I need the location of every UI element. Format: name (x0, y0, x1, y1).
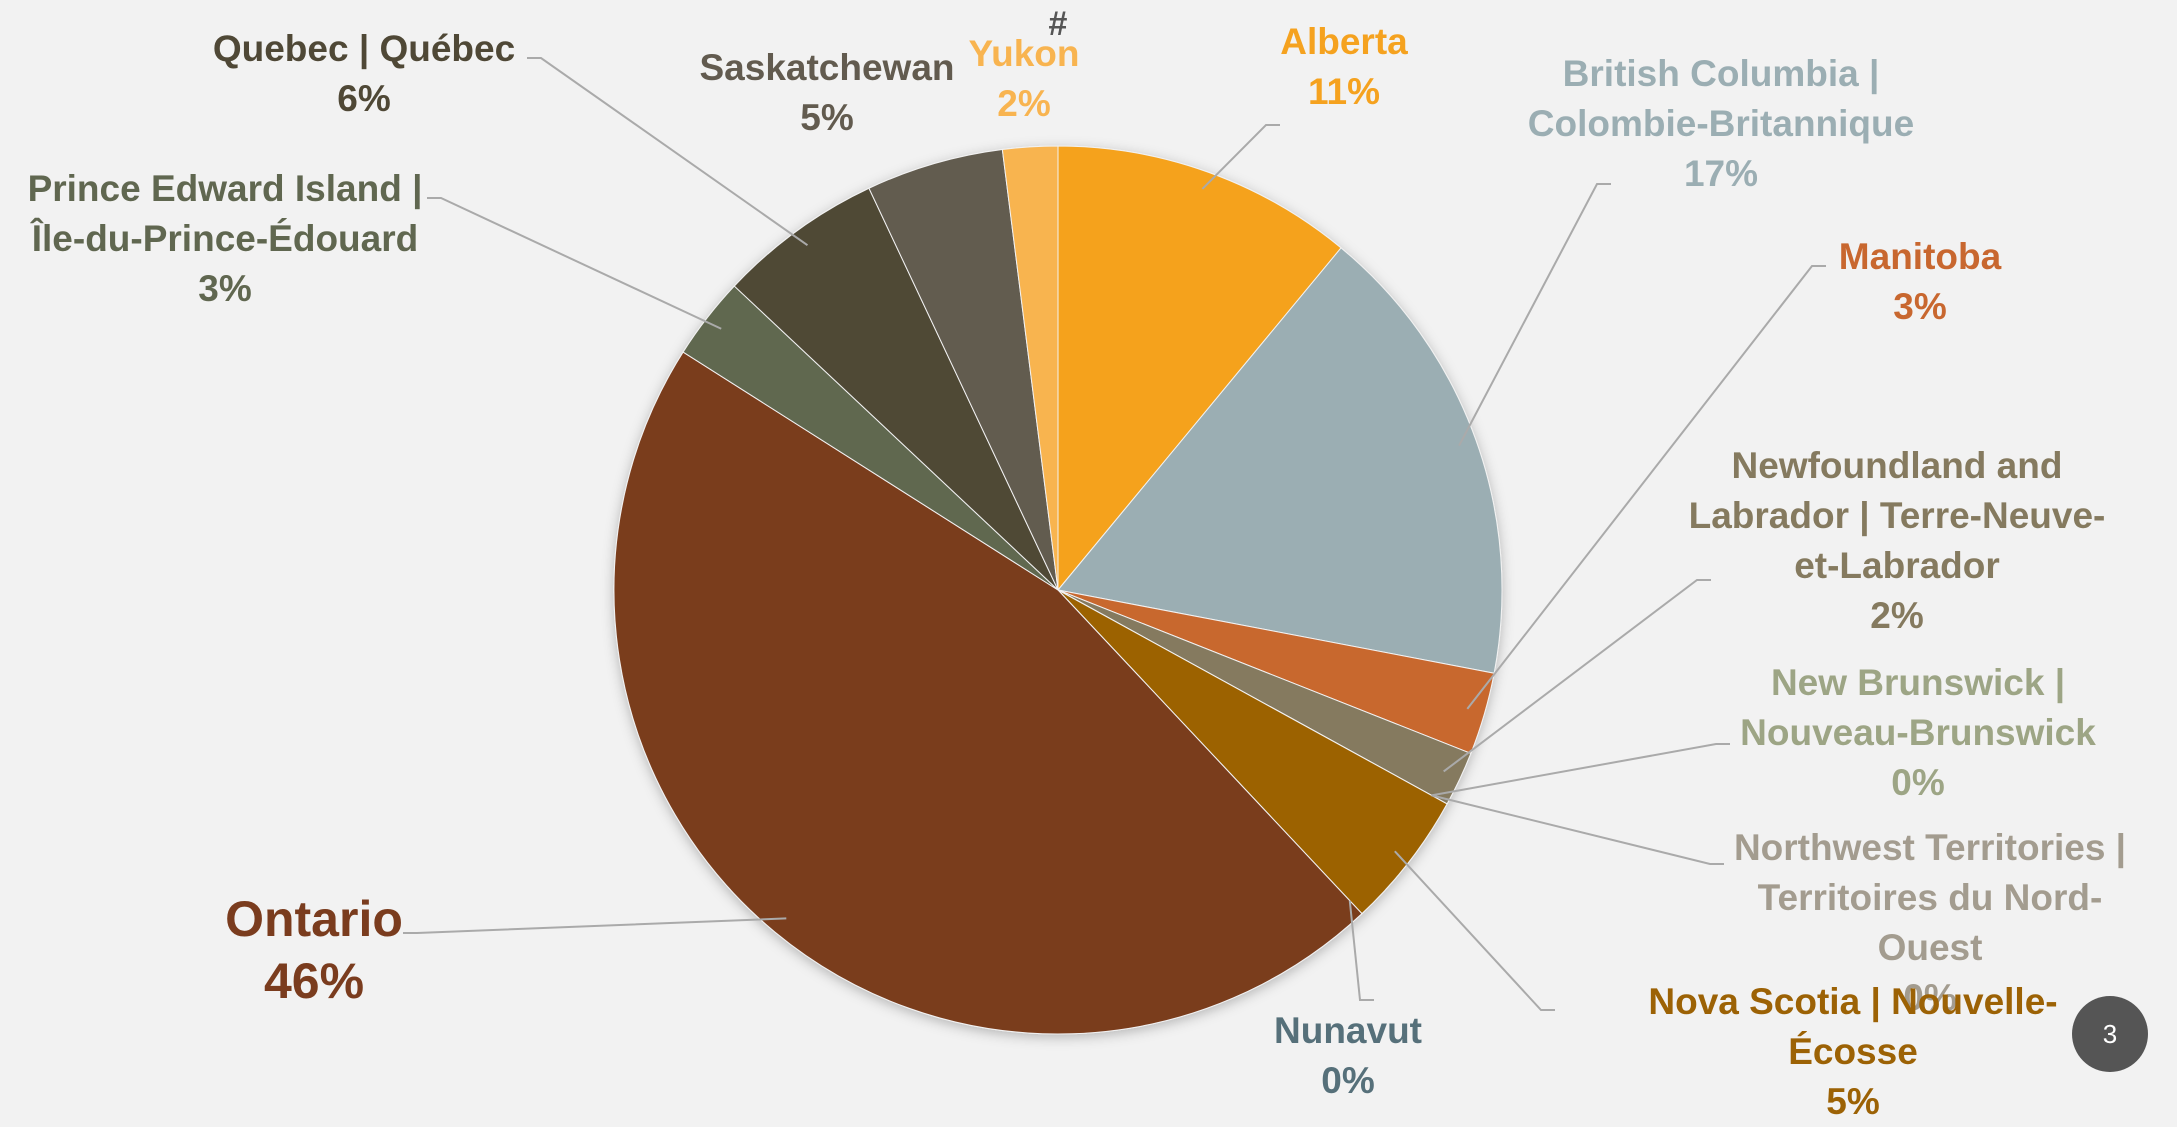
value-label: 0% (1903, 977, 1957, 1018)
leader-line (1458, 183, 1611, 447)
pie-slice (1001, 145, 1059, 591)
pie-slice (1057, 247, 1503, 674)
value-label: 0% (1321, 1060, 1375, 1101)
data-label: Newfoundland and Labrador | Terre-Neuve-… (1687, 441, 2107, 641)
value-label: 2% (1870, 595, 1924, 636)
data-label: Nunavut 0% (1198, 1006, 1498, 1106)
pie (613, 145, 1503, 1035)
category-label: Ontario (225, 891, 403, 947)
page-number: 3 (2072, 996, 2148, 1072)
leader-line (1201, 124, 1280, 190)
pie-slice (733, 187, 1059, 591)
leader-line (403, 917, 787, 934)
data-label: New Brunswick | Nouveau-Brunswick 0% (1703, 658, 2133, 808)
data-label: Yukon 2% (924, 29, 1124, 129)
leader-line (1466, 265, 1826, 710)
value-label: 3% (1893, 286, 1947, 327)
value-label: 6% (337, 78, 391, 119)
category-label: Prince Edward Island | Île-du-Prince-Édo… (27, 168, 423, 259)
leader-line (1394, 850, 1555, 1011)
leader-line (1348, 900, 1374, 1001)
value-label: 0% (1891, 762, 1945, 803)
leader-line (1431, 794, 1724, 865)
data-label: Prince Edward Island | Île-du-Prince-Édo… (5, 164, 445, 314)
leader-line (527, 57, 809, 246)
data-label: Ontario 46% (164, 888, 464, 1012)
value-label: 3% (198, 268, 252, 309)
category-label: Saskatchewan (699, 47, 955, 88)
value-label: 11% (1307, 71, 1380, 112)
category-label: New Brunswick | Nouveau-Brunswick (1740, 662, 2096, 753)
leader-line (1431, 743, 1730, 797)
category-label: British Columbia | Colombie-Britannique (1527, 53, 1915, 144)
data-label: Manitoba 3% (1770, 232, 2070, 332)
value-label: 46% (263, 953, 365, 1009)
value-label: 2% (997, 83, 1051, 124)
value-label: 5% (1826, 1081, 1880, 1122)
category-label: Alberta (1280, 21, 1408, 62)
leader-line (1443, 579, 1711, 773)
pie-slice (1057, 145, 1342, 592)
data-label: British Columbia | Colombie-Britannique 1… (1521, 49, 1921, 199)
data-label: Saskatchewan 5% (677, 43, 977, 143)
category-label: Northwest Territories | Territoires du N… (1733, 827, 2127, 968)
data-label: Quebec | Québec 6% (164, 24, 564, 124)
value-label: 5% (800, 97, 854, 138)
data-label: Nova Scotia | Nouvelle-Écosse 5% (1613, 977, 2093, 1127)
leader-lines (403, 57, 1826, 1011)
category-label: Manitoba (1838, 236, 2002, 277)
data-label: Alberta 11% (1194, 17, 1494, 117)
value-label: 17% (1683, 153, 1759, 194)
category-label: Yukon (968, 33, 1080, 74)
pie-slice (613, 351, 1363, 1035)
annotation: # (1048, 5, 1068, 43)
category-label: Nunavut (1274, 1010, 1422, 1051)
category-label: Nova Scotia | Nouvelle-Écosse (1648, 981, 2058, 1072)
category-label: Quebec | Québec (212, 28, 516, 69)
data-label: Northwest Territories | Territoires du N… (1710, 823, 2150, 1023)
leader-line (427, 197, 722, 330)
category-label: Newfoundland and Labrador | Terre-Neuve-… (1688, 445, 2106, 586)
